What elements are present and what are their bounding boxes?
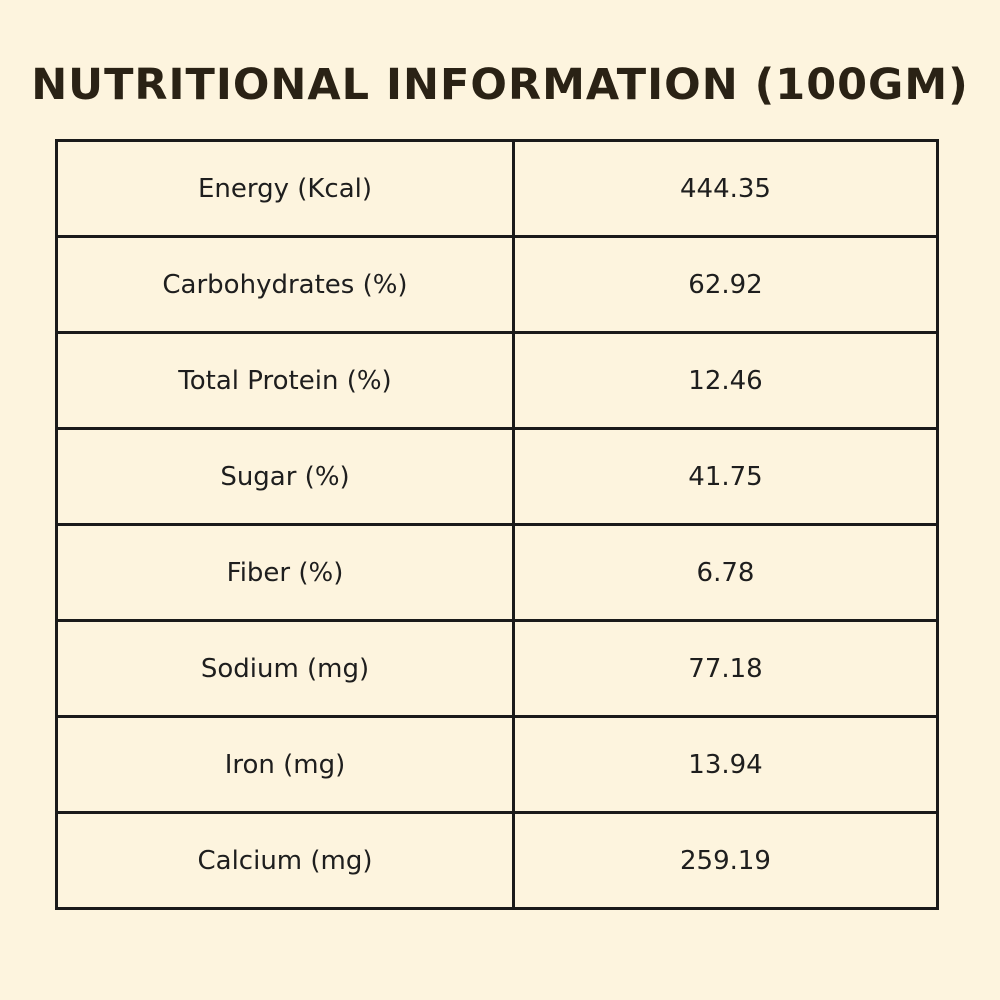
nutrient-label: Sugar (%) xyxy=(55,427,515,526)
nutrient-value: 41.75 xyxy=(512,427,939,526)
table-row: Sugar (%) 41.75 xyxy=(55,427,939,526)
nutrient-label: Calcium (mg) xyxy=(55,811,515,910)
nutrient-label: Energy (Kcal) xyxy=(55,139,515,238)
nutrient-value: 13.94 xyxy=(512,715,939,814)
table-row: Total Protein (%) 12.46 xyxy=(55,331,939,430)
nutrition-table: Energy (Kcal) 444.35 Carbohydrates (%) 6… xyxy=(55,139,939,910)
table-row: Energy (Kcal) 444.35 xyxy=(55,139,939,238)
nutrient-value: 12.46 xyxy=(512,331,939,430)
table-row: Iron (mg) 13.94 xyxy=(55,715,939,814)
page-title: NUTRITIONAL INFORMATION (100GM) xyxy=(31,60,969,110)
nutrient-label: Carbohydrates (%) xyxy=(55,235,515,334)
nutrient-value: 444.35 xyxy=(512,139,939,238)
table-row: Sodium (mg) 77.18 xyxy=(55,619,939,718)
table-row: Fiber (%) 6.78 xyxy=(55,523,939,622)
table-row: Carbohydrates (%) 62.92 xyxy=(55,235,939,334)
nutrient-value: 6.78 xyxy=(512,523,939,622)
table-row: Calcium (mg) 259.19 xyxy=(55,811,939,910)
nutrient-value: 259.19 xyxy=(512,811,939,910)
nutrient-label: Iron (mg) xyxy=(55,715,515,814)
nutrient-label: Fiber (%) xyxy=(55,523,515,622)
nutrient-label: Total Protein (%) xyxy=(55,331,515,430)
nutrient-label: Sodium (mg) xyxy=(55,619,515,718)
nutrient-value: 77.18 xyxy=(512,619,939,718)
nutrient-value: 62.92 xyxy=(512,235,939,334)
